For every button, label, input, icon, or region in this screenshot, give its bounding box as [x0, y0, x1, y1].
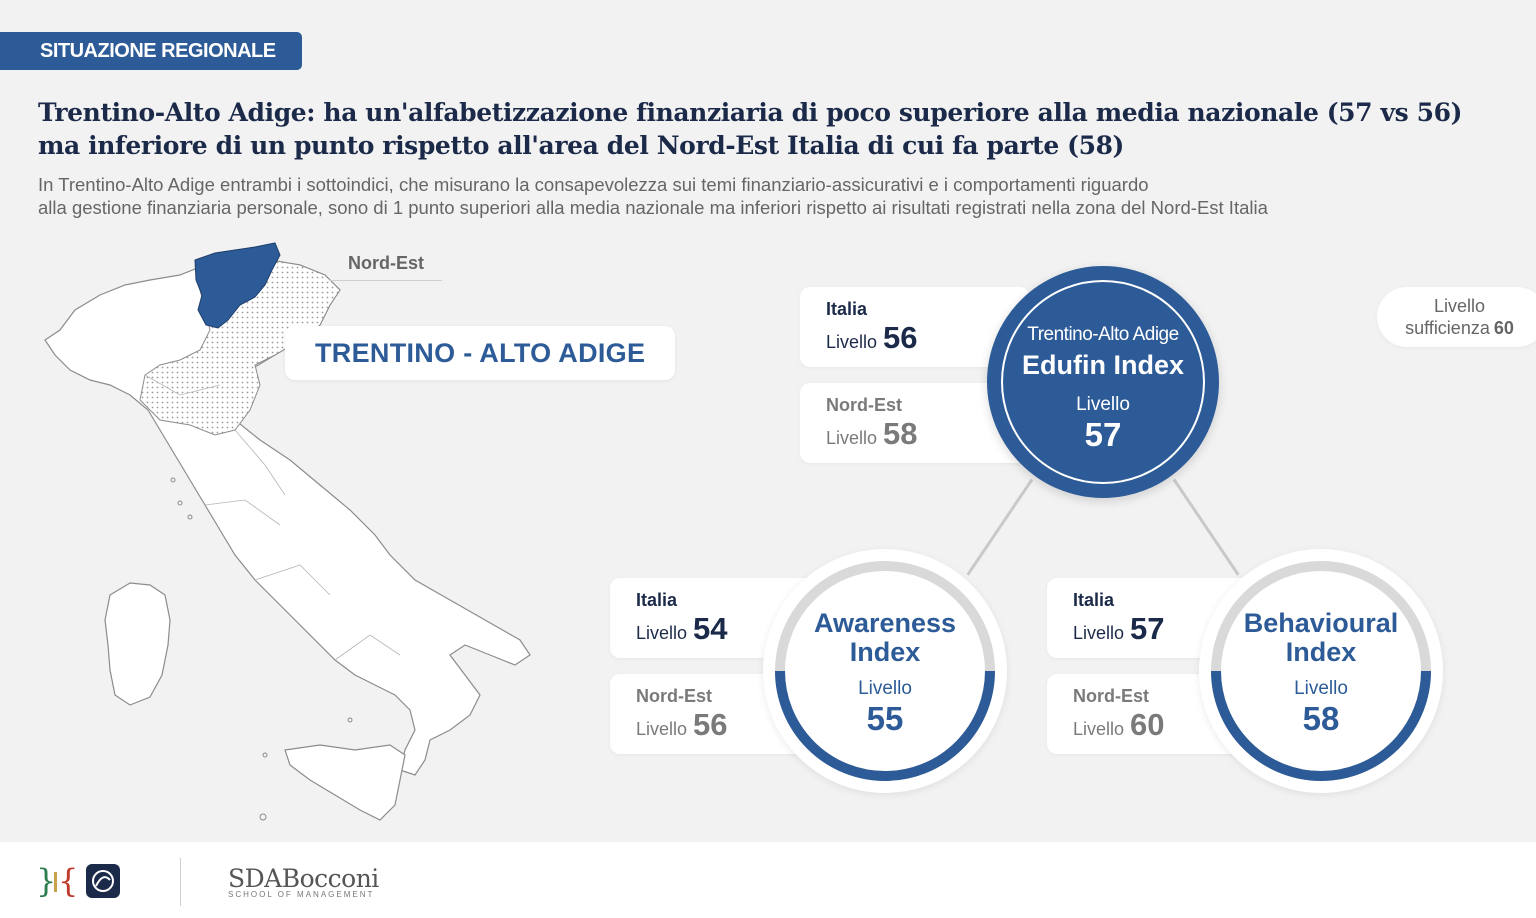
italy-map-svg [44, 242, 531, 821]
awareness-nordest-level: Livello 56 [636, 707, 728, 742]
behavioural-value: 58 [1302, 700, 1340, 737]
edufin-ring [1001, 280, 1205, 484]
awareness-value: 55 [866, 700, 904, 737]
behavioural-italia-label: Italia [1073, 590, 1115, 610]
awareness-level-label: Livello [858, 678, 912, 699]
svg-text:{: { [58, 862, 78, 900]
svg-text:}: } [36, 862, 56, 900]
edufin-index-circle: Trentino-Alto Adige Edufin Index Livello… [987, 266, 1219, 498]
behavioural-index-circle: Behavioural Index Livello 58 [1199, 549, 1443, 793]
trentino-alto-adige-region [194, 242, 281, 329]
awareness-italia-label: Italia [636, 590, 678, 610]
sufficiency-pill: Livello sufficienza 60 [1377, 287, 1536, 347]
behavioural-nordest-label: Nord-Est [1073, 686, 1149, 706]
footer: } { SDABocconi SCHOOL OF MANAGEMENT [0, 842, 1536, 918]
behavioural-italia-level: Livello 57 [1073, 611, 1165, 646]
main-nordest-label: Nord-Est [826, 395, 902, 415]
main-italia-value: 56 [883, 320, 918, 355]
sicily [284, 744, 406, 821]
nord-est-label: Nord-Est [330, 253, 442, 281]
italy-map [30, 235, 550, 835]
sufficiency-line1: Livello [1433, 296, 1486, 316]
awareness-title: Awareness Index [813, 608, 957, 667]
main-italia-label: Italia [826, 299, 868, 319]
awareness-italia-level: Livello 54 [636, 611, 728, 646]
awareness-nordest-value: 56 [693, 707, 728, 742]
edufin-level-label: Livello [1076, 394, 1130, 415]
section-tag: SITUAZIONE REGIONALE [0, 32, 302, 70]
sufficiency-value: 60 [1493, 318, 1514, 338]
edufin-region: Trentino-Alto Adige [1027, 324, 1179, 345]
awareness-index-circle: Awareness Index Livello 55 [763, 549, 1007, 793]
region-name: TRENTINO - ALTO ADIGE [315, 338, 646, 368]
behavioural-title: Behavioural Index [1243, 608, 1399, 667]
edufin-value: 57 [1084, 416, 1122, 453]
behavioural-ring [1211, 561, 1431, 781]
subtitle-line-2: alla gestione finanziaria personale, son… [38, 197, 1268, 218]
nord-est-area [139, 259, 341, 436]
main-nordest-level: Livello 58 [826, 416, 918, 451]
awareness-nordest-label: Nord-Est [636, 686, 712, 706]
edufin-title: Edufin Index [1022, 350, 1184, 380]
sardinia [104, 582, 171, 706]
page-subtitle: In Trentino-Alto Adige entrambi i sottoi… [38, 173, 1508, 219]
main-nordest-card: Nord-Est Livello 58 [800, 383, 1030, 463]
behavioural-nordest-value: 60 [1130, 707, 1165, 742]
awareness-italia-value: 54 [693, 611, 728, 646]
main-italia-level: Livello 56 [826, 320, 918, 355]
region-name-pill: TRENTINO - ALTO ADIGE [285, 326, 675, 380]
sufficiency-line2: sufficienza 60 [1405, 318, 1514, 338]
awareness-ring [775, 561, 995, 781]
edufin-logo-icon: } { [36, 862, 120, 900]
subtitle-line-1: In Trentino-Alto Adige entrambi i sottoi… [38, 174, 1149, 195]
footer-divider [180, 858, 181, 906]
page-title: Trentino-Alto Adige: ha un'alfabetizzazi… [38, 98, 1463, 160]
behavioural-level-label: Livello [1294, 678, 1348, 699]
behavioural-nordest-level: Livello 60 [1073, 707, 1165, 742]
sda-bocconi-logo: SDABocconi SCHOOL OF MANAGEMENT [228, 864, 379, 899]
main-nordest-value: 58 [883, 416, 918, 451]
behavioural-italia-value: 57 [1130, 611, 1165, 646]
